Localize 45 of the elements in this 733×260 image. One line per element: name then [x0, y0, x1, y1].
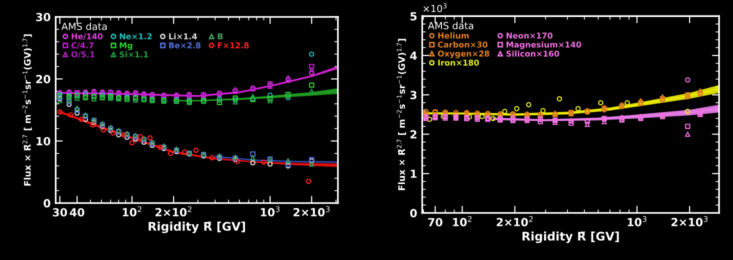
legend-label: Helium: [438, 32, 469, 39]
x-tick-label: 10$^{3}$: [260, 206, 280, 216]
legend-label: C/4.7: [71, 42, 94, 50]
legend-label: Oxygen×28: [438, 50, 490, 58]
text: Flux × R̃$^{2.7}$ [ m$^{−2}$s$^{−1}$sr$^{−1}$(GV)$^{1.7}$]: [396, 38, 406, 190]
legend-label: O/5.1: [71, 51, 95, 58]
legend-label: Ne×1.2: [120, 33, 152, 40]
legend-label: Magnesium×140: [506, 41, 582, 50]
legend-label: B: [218, 33, 223, 40]
legend-title: AMS data: [428, 22, 474, 30]
legend-label: Carbon×30: [438, 41, 488, 48]
legend-title: AMS data: [61, 22, 107, 30]
legend-label: Iron×180: [438, 60, 479, 66]
y-tick-label: 0: [410, 208, 417, 218]
legend-label: Silicon×160: [506, 50, 560, 57]
y-tick-label: 2: [410, 130, 416, 138]
x-tick-label: 70: [428, 218, 442, 226]
x-tick-label: 30: [52, 208, 68, 217]
x-axis-title: Rigidity R̃ [GV]: [148, 221, 245, 234]
x-tick-label: 2×10$^{3}$: [672, 216, 708, 226]
y-tick-label: 30: [36, 12, 50, 22]
x-axis-title: Rigidity R̃ [GV]: [522, 231, 619, 244]
legend-label: F×12.8: [218, 42, 249, 48]
legend-label: Si×1.1: [120, 51, 148, 58]
legend-label: Neon×170: [506, 32, 552, 39]
x-tick-label: 10$^{2}$: [453, 216, 472, 226]
y-tick-label: 1: [410, 170, 417, 178]
y-tick-label: 5: [410, 12, 417, 20]
legend-label: Mg: [120, 42, 132, 50]
x-tick-label: 2×10$^{2}$: [156, 206, 192, 216]
x-tick-label: 40: [70, 208, 84, 217]
y-tick-label: 0: [44, 199, 50, 208]
text: ×10$^{3}$: [424, 3, 447, 12]
y-tick-label: 10: [36, 136, 50, 146]
legend-label: He/140: [72, 33, 103, 40]
y-tick-label: 20: [36, 74, 50, 84]
y-tick-label: 4: [410, 52, 417, 60]
x-tick-label: 10$^{2}$: [122, 206, 142, 216]
x-tick-label: 2×10$^{3}$: [294, 206, 330, 216]
y-tick-label: 3: [410, 90, 416, 100]
legend-label: Li×1.4: [169, 33, 197, 40]
x-tick-label: 10$^{3}$: [628, 216, 646, 226]
text: Flux × R̃$^{2.7}$ [ m$^{−2}$s$^{−1}$sr$^{−1}$(GV)$^{1.7}$]: [22, 34, 32, 186]
legend-label: Be×2.8: [169, 42, 201, 48]
x-tick-label: 2×10$^{2}$: [496, 216, 533, 226]
